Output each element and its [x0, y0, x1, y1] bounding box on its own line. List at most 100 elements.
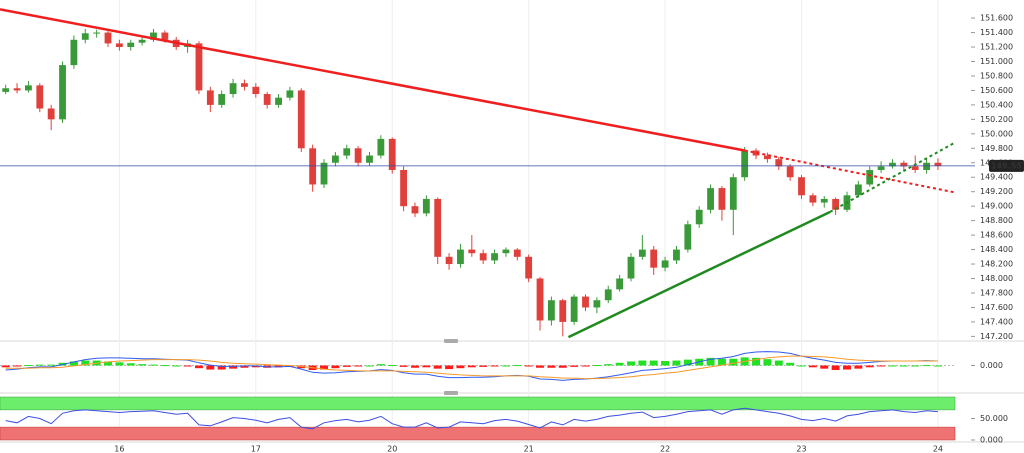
histogram-bar: [456, 365, 465, 369]
histogram-bar: [729, 358, 738, 366]
histogram-bar: [376, 364, 385, 366]
candle-body: [25, 85, 32, 91]
histogram-bar: [217, 365, 226, 370]
histogram-bar: [820, 365, 829, 369]
histogram-bar: [81, 360, 90, 366]
histogram-bar: [763, 359, 772, 366]
candle-body: [582, 296, 589, 308]
last-price-label: 149.557: [991, 161, 1024, 170]
candle-body: [377, 138, 385, 156]
candle-body: [127, 42, 135, 48]
histogram-bar: [331, 365, 340, 369]
y-tick-label: 149.000: [980, 202, 1013, 211]
candle-body: [889, 162, 896, 167]
histogram-bar: [672, 360, 681, 366]
indicator-line: [5, 407, 938, 430]
upper-band: [0, 396, 956, 411]
candle-body: [536, 278, 544, 321]
candle-body: [854, 184, 862, 196]
candle-body: [820, 198, 828, 203]
histogram-bar: [13, 365, 22, 367]
candle-body: [195, 43, 203, 91]
candle-body: [479, 253, 487, 261]
histogram-bar: [342, 365, 351, 367]
candle-body: [604, 289, 612, 301]
candle-body: [570, 296, 578, 322]
candle-body: [47, 108, 55, 120]
y-tick-label: 147.600: [980, 303, 1013, 312]
candle-body: [547, 300, 555, 321]
candle-body: [320, 162, 328, 185]
histogram-bar: [558, 365, 567, 368]
candle-body: [93, 32, 101, 34]
candle-body: [502, 249, 510, 254]
resize-handle[interactable]: [444, 339, 458, 343]
candle-body: [707, 188, 714, 210]
trend-line: [567, 210, 831, 339]
candle-body: [286, 90, 294, 98]
histogram-bar: [797, 365, 806, 367]
candle-body: [877, 166, 885, 170]
histogram-bar: [911, 365, 920, 367]
candle-body: [411, 206, 419, 214]
histogram-bar: [47, 364, 56, 366]
histogram-bar: [422, 365, 431, 368]
candle-body: [741, 150, 749, 178]
candle-body: [59, 65, 66, 120]
histogram-bar: [138, 364, 147, 366]
y-tick-label: 148.200: [980, 260, 1013, 269]
histogram-bar: [843, 365, 851, 370]
histogram-bar: [69, 361, 78, 366]
lower-band: [0, 426, 956, 441]
histogram-bar: [752, 357, 761, 366]
candle-body: [809, 195, 817, 203]
candle-body: [263, 94, 271, 105]
candle-body: [786, 166, 794, 178]
candle-body: [331, 155, 339, 163]
histogram-bar: [513, 365, 522, 367]
histogram-bar: [445, 365, 454, 370]
histogram-bar: [922, 365, 931, 367]
resize-handle[interactable]: [444, 391, 458, 395]
histogram-bar: [706, 357, 715, 366]
histogram-bar: [717, 358, 726, 366]
candle-body: [764, 155, 771, 160]
indicator-line: [5, 351, 938, 381]
y-tick-label: 151.400: [980, 28, 1013, 37]
y-tick-label: 0.000: [980, 436, 1003, 445]
candle-body: [934, 162, 942, 166]
histogram-bar: [229, 365, 238, 369]
candle-body: [673, 249, 680, 261]
histogram-bar: [467, 365, 476, 368]
candle-body: [150, 32, 157, 40]
x-tick-label: 20: [387, 445, 397, 453]
x-tick-label: 17: [251, 445, 261, 453]
candle-body: [911, 166, 919, 170]
candle-body: [104, 32, 112, 44]
histogram-bar: [831, 365, 840, 370]
x-tick-label: 16: [114, 445, 124, 453]
candle-body: [275, 97, 282, 105]
y-tick-label: 150.000: [980, 129, 1013, 138]
candle-body: [468, 249, 476, 254]
histogram-bar: [354, 365, 363, 367]
candle-body: [366, 155, 373, 163]
y-tick-label: 147.200: [980, 332, 1013, 341]
histogram-bar: [388, 365, 397, 367]
candle-body: [343, 148, 351, 156]
y-tick-label: 148.000: [980, 274, 1013, 283]
histogram-bar: [877, 365, 886, 367]
last-price-box: [989, 159, 1024, 172]
candle-body: [70, 39, 78, 66]
histogram-bar: [649, 360, 658, 366]
candle-body: [525, 256, 533, 279]
histogram-bar: [888, 365, 897, 367]
x-tick-label: 23: [796, 445, 806, 453]
indicator-line: [5, 355, 938, 380]
histogram-bar: [581, 365, 590, 367]
candle-body: [434, 198, 442, 257]
histogram-bar: [536, 365, 545, 368]
y-tick-label: 147.800: [980, 288, 1013, 297]
